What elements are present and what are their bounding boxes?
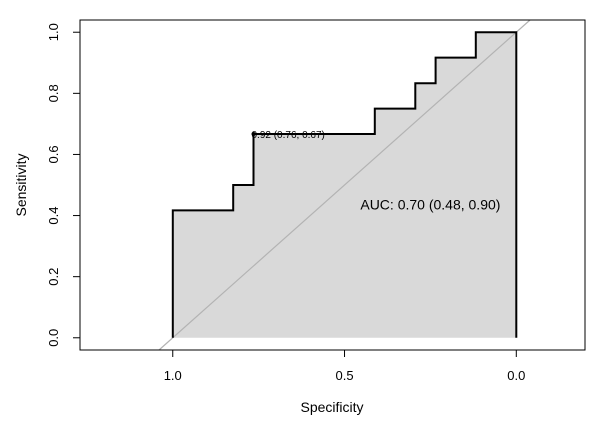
- auc-annotation: AUC: 0.70 (0.48, 0.90): [360, 196, 500, 212]
- x-axis: 1.0 0.5 0.0: [164, 349, 525, 383]
- plot-area: [158, 19, 531, 351]
- x-tick-label: 0.5: [335, 368, 353, 383]
- x-axis-title: Specificity: [300, 399, 363, 415]
- y-tick-label: 1.0: [46, 23, 61, 41]
- y-tick-label: 0.6: [46, 145, 61, 163]
- y-tick-label: 0.2: [46, 268, 61, 286]
- y-tick-label: 0.4: [46, 207, 61, 225]
- diagonal-reference-line: [158, 19, 531, 351]
- x-tick-label: 1.0: [164, 368, 182, 383]
- x-tick-label: 0.0: [507, 368, 525, 383]
- roc-curve-line: [171, 31, 518, 338]
- threshold-annotation: 0.92 (0.76, 0.67): [251, 130, 324, 141]
- y-tick-label: 0.8: [46, 84, 61, 102]
- y-axis-title: Sensitivity: [13, 153, 29, 216]
- y-tick-label: 0.0: [46, 329, 61, 347]
- y-axis: 0.0 0.2 0.4 0.6 0.8 1.0: [46, 23, 81, 347]
- threshold-point: [251, 131, 256, 136]
